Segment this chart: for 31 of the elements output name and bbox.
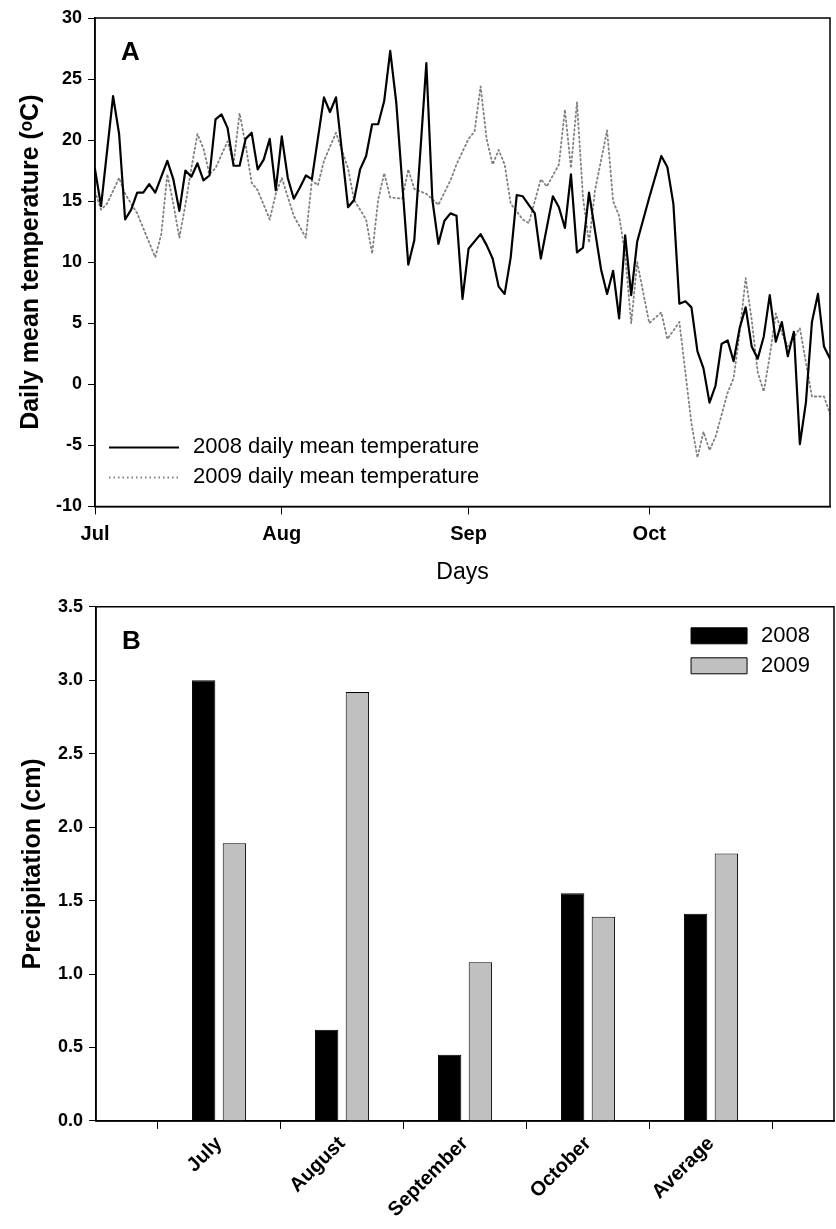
y-tick-label: 2.0 xyxy=(57,816,84,837)
y-tick-label: 3.0 xyxy=(57,669,84,690)
x-tick-label: Jul xyxy=(80,521,110,544)
y-tick-label: 3.5 xyxy=(57,595,84,616)
y-tick-label: 2.5 xyxy=(57,742,84,763)
y-tick-label: 0.0 xyxy=(57,1109,84,1130)
y-tick-label: 20 xyxy=(61,129,83,150)
y-tick-label: 15 xyxy=(61,190,83,211)
x-axis-title: Days xyxy=(436,557,489,584)
legend-label: 2009 daily mean temperature xyxy=(193,463,480,489)
y-tick-label: 5 xyxy=(72,312,83,333)
annotation: A xyxy=(121,36,141,67)
legend-label: 2009 xyxy=(761,651,811,677)
y-tick-label: 1.5 xyxy=(57,889,84,910)
y-tick-label: 0.5 xyxy=(57,1036,84,1057)
y-tick-label: -5 xyxy=(66,434,83,455)
x-tick-label: Sep xyxy=(450,521,487,544)
y-axis-title: Precipitation (cm) xyxy=(16,758,45,970)
legend-label: 2008 daily mean temperature xyxy=(193,433,480,459)
y-tick-label: 0 xyxy=(72,373,83,394)
y-tick-label: 25 xyxy=(61,68,83,89)
y-axis-title: Daily mean temperature (ᵒC) xyxy=(14,94,43,430)
x-tick-label: Aug xyxy=(262,521,302,544)
annotation: B xyxy=(122,624,141,655)
y-tick-label: 30 xyxy=(61,6,83,27)
y-tick-label: 10 xyxy=(61,251,83,272)
legend-label: 2008 xyxy=(761,621,811,647)
x-tick-label: Oct xyxy=(632,521,667,544)
x-tick-label: July xyxy=(181,1130,227,1176)
y-tick-label: 1.0 xyxy=(57,963,84,984)
y-tick-label: -10 xyxy=(56,495,83,516)
